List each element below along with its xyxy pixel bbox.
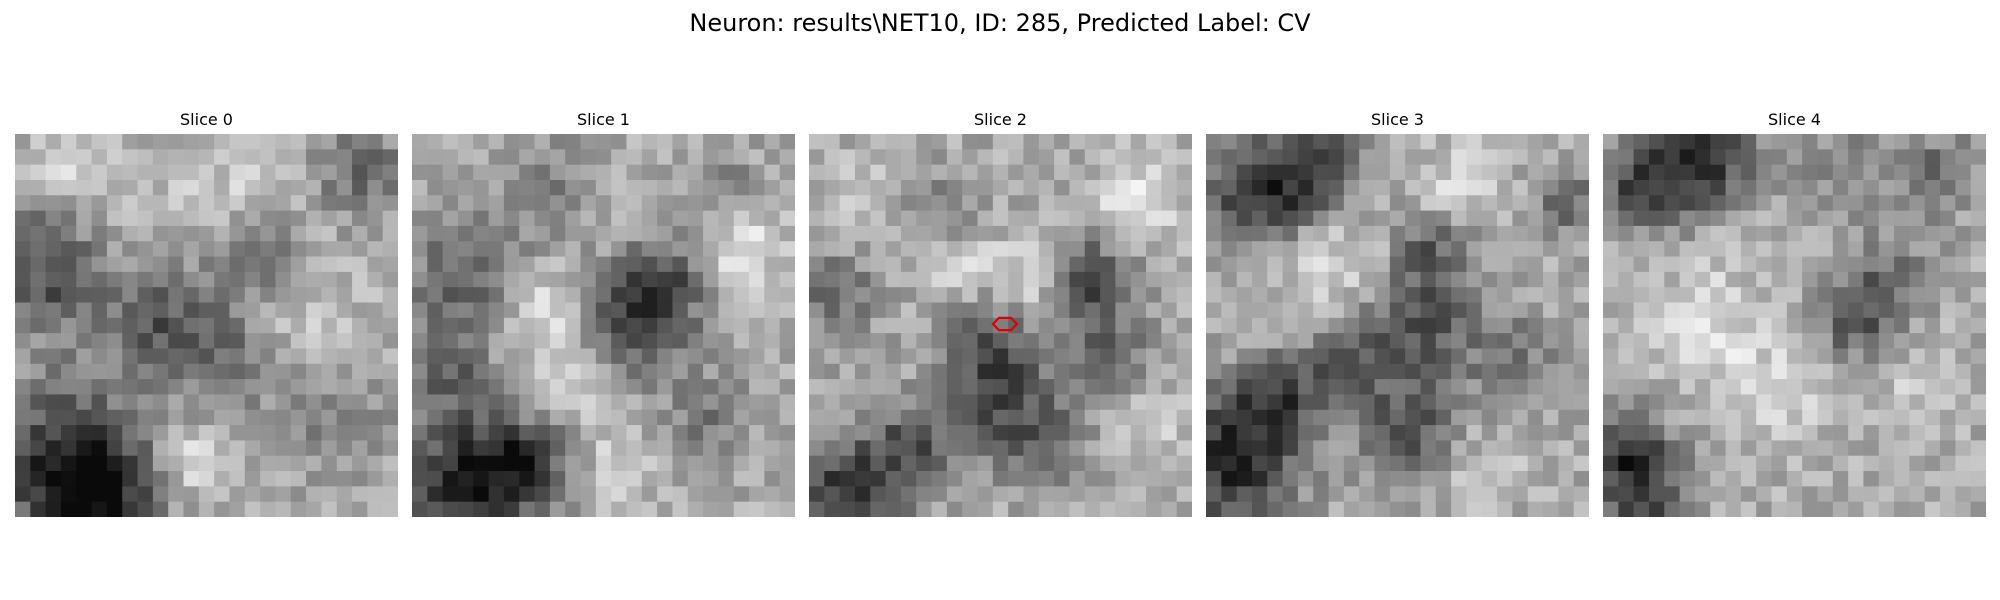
slice-title: Slice 3 xyxy=(1371,110,1424,129)
slice-image-4 xyxy=(1603,134,1986,517)
slice-image-0 xyxy=(15,134,398,517)
slice-image-1 xyxy=(412,134,795,517)
slice-title: Slice 2 xyxy=(974,110,1027,129)
slice-image-2 xyxy=(809,134,1192,517)
slice-title: Slice 1 xyxy=(577,110,630,129)
slice-title: Slice 0 xyxy=(180,110,233,129)
slice-image-3 xyxy=(1206,134,1589,517)
location-marker-icon xyxy=(991,316,1019,332)
figure-title: Neuron: results\NET10, ID: 285, Predicte… xyxy=(689,9,1311,37)
slice-title: Slice 4 xyxy=(1768,110,1821,129)
